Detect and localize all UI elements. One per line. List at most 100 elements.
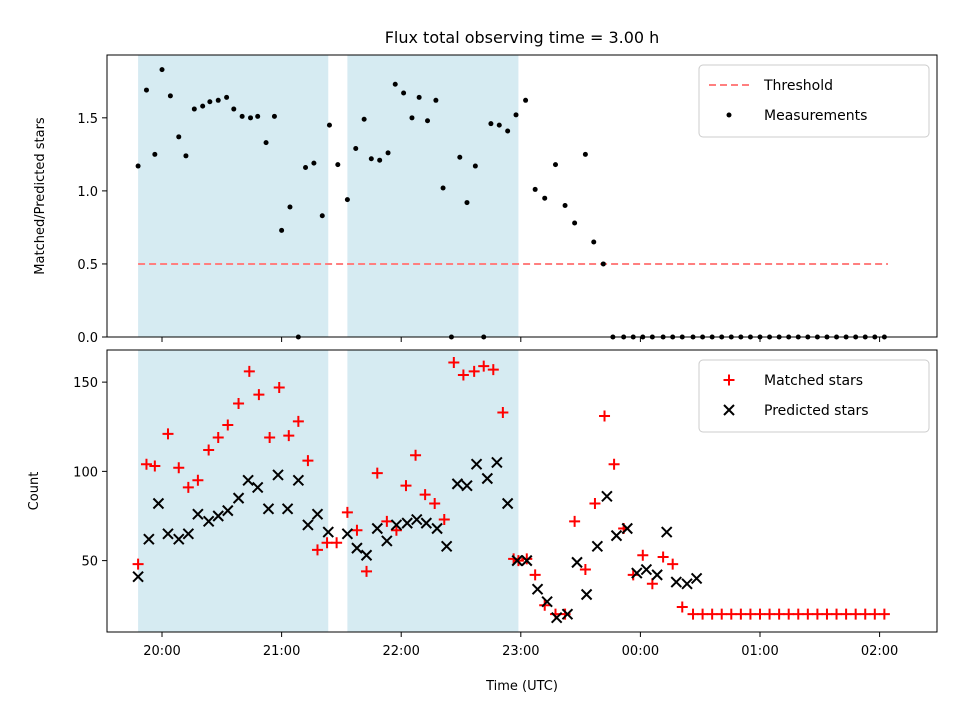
predicted-stars-point	[470, 458, 483, 470]
predicted-stars-point	[491, 456, 503, 469]
y-tick-label: 50	[81, 555, 98, 570]
x-tick-label: 21:00	[263, 644, 300, 659]
matched-stars-point	[783, 608, 795, 620]
predicted-stars-point	[631, 567, 643, 579]
measurements-point	[271, 113, 277, 119]
axes-frame	[106, 349, 938, 633]
legend-label: Matched stars	[764, 373, 863, 389]
x-tick-label: 23:00	[502, 644, 539, 659]
measurements-point	[191, 106, 197, 112]
measurements-point	[562, 202, 568, 208]
predicted-stars-point	[143, 533, 155, 545]
predicted-stars-point	[481, 472, 494, 485]
measurements-point	[207, 99, 213, 105]
predicted-stars-point	[411, 513, 423, 526]
matched-stars-point	[429, 497, 441, 509]
matched-stars-point	[390, 524, 402, 536]
matched-stars-point	[850, 608, 862, 620]
legend-label: Measurements	[764, 108, 867, 124]
predicted-stars-point	[251, 481, 264, 494]
predicted-stars-point	[591, 540, 604, 553]
legend-label: Threshold	[763, 78, 833, 94]
measurements-point	[513, 112, 519, 118]
legend-label: Predicted stars	[764, 403, 869, 419]
measurements-point	[319, 213, 325, 219]
predicted-stars-point	[690, 572, 703, 585]
predicted-stars-point	[322, 526, 334, 538]
predicted-stars-point	[381, 535, 393, 547]
matched-stars-point	[792, 608, 804, 620]
legend-swatch-matched-stars	[723, 374, 735, 386]
x-axis-label: Time (UTC)	[485, 679, 558, 694]
matched-stars-point	[132, 558, 144, 570]
measurements-point	[505, 128, 511, 134]
measurements-point	[582, 151, 588, 157]
matched-stars-point	[697, 608, 709, 620]
matched-stars-point	[321, 537, 333, 549]
measurements-point	[572, 220, 578, 226]
measurements-point	[353, 146, 359, 152]
legend-top: Threshold Measurements	[698, 64, 930, 138]
matched-stars-point	[448, 356, 460, 368]
predicted-stars-point	[610, 529, 623, 542]
measurements-point	[409, 115, 415, 121]
predicted-stars-point	[341, 528, 354, 540]
matched-stars-point	[292, 415, 304, 427]
matched-stars-point	[840, 608, 852, 620]
predicted-stars-point	[580, 588, 593, 601]
predicted-stars-point	[571, 556, 583, 569]
matched-stars-point	[192, 474, 204, 486]
matched-stars-point	[676, 601, 688, 613]
predicted-stars-point	[162, 528, 174, 540]
measurements-point	[591, 239, 597, 245]
matched-stars-point	[627, 569, 639, 581]
predicted-stars-point	[550, 612, 563, 624]
measurements-point	[385, 150, 391, 156]
legend-bottom: Matched stars Predicted stars	[698, 359, 930, 433]
chart-title: Flux total observing time = 3.00 h	[385, 28, 660, 47]
matched-stars-point	[687, 608, 699, 620]
predicted-stars-point	[601, 490, 613, 503]
measurements-point	[433, 97, 439, 103]
matched-stars-point	[203, 444, 215, 456]
measurements-point	[183, 153, 189, 159]
measurements-point	[552, 162, 558, 168]
matched-stars-point	[264, 431, 276, 443]
measurements-point	[279, 227, 285, 233]
predicted-stars-point	[661, 526, 673, 538]
predicted-stars-point	[440, 540, 453, 553]
measurements-point	[215, 97, 221, 103]
matched-stars-point	[608, 458, 620, 470]
x-tick-label: 02:00	[861, 644, 898, 659]
panel-bottom: 50 100 150 20:00 21:00 22:00 23:00 00:00 01:00 02…	[27, 349, 938, 659]
observing-interval-2	[347, 350, 519, 632]
matched-stars-point	[182, 481, 194, 493]
axes-frame	[106, 54, 938, 338]
matched-stars-point	[744, 608, 756, 620]
observing-interval-1	[138, 55, 329, 337]
matched-stars-point	[646, 578, 658, 590]
predicted-stars-point	[242, 474, 254, 486]
x-tick-label: 20:00	[143, 644, 180, 659]
measurements-point	[600, 261, 606, 267]
matched-stars-point	[764, 608, 776, 620]
matched-stars-point	[667, 558, 679, 570]
matched-stars-point	[487, 364, 499, 376]
matched-stars-point	[311, 544, 323, 556]
predicted-stars-point	[390, 519, 403, 531]
predicted-stars-point	[292, 474, 305, 486]
matched-stars-point	[410, 449, 422, 461]
measurements-point	[255, 113, 261, 119]
matched-stars-point	[371, 467, 383, 479]
matched-stars-point	[821, 608, 833, 620]
y-tick-label: 1.0	[77, 185, 98, 200]
measurements-point	[152, 151, 158, 157]
measurements-point	[425, 118, 431, 124]
predicted-stars-point	[521, 554, 533, 567]
predicted-stars-point	[360, 549, 373, 561]
matched-stars-point	[569, 515, 581, 527]
matched-stars-point	[589, 497, 601, 509]
measurements-point	[464, 200, 470, 206]
predicted-stars-point	[302, 519, 314, 531]
